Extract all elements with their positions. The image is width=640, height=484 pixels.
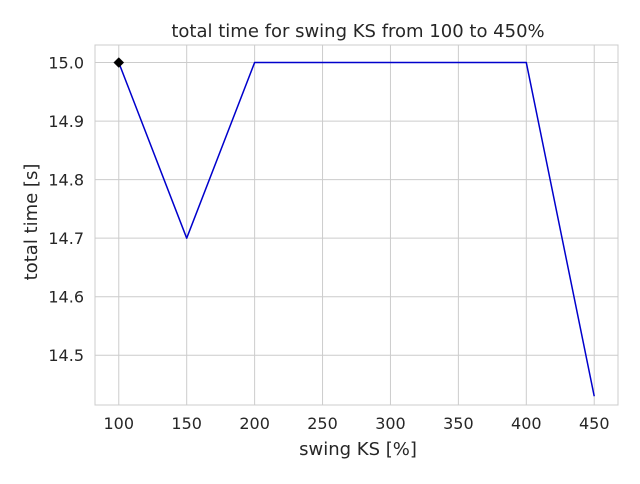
chart-title: total time for swing KS from 100 to 450% bbox=[171, 21, 544, 42]
plot-frame bbox=[94, 44, 619, 406]
y-tick-labels: 14.5 14.6 14.7 14.8 14.9 15.0 bbox=[48, 54, 84, 366]
x-tick-label: 400 bbox=[511, 414, 542, 433]
x-tick-labels: 100 150 200 250 300 350 400 450 bbox=[103, 414, 609, 433]
y-tick-label: 14.7 bbox=[48, 229, 84, 248]
x-tick-label: 200 bbox=[239, 414, 270, 433]
x-tick-label: 250 bbox=[307, 414, 338, 433]
x-tick-label: 150 bbox=[171, 414, 202, 433]
series-line bbox=[118, 61, 595, 397]
x-tick-label: 350 bbox=[443, 414, 474, 433]
highlight-marker bbox=[113, 57, 125, 68]
x-tick-label: 100 bbox=[103, 414, 134, 433]
series-layer bbox=[113, 57, 595, 397]
x-axis-label: swing KS [%] bbox=[299, 439, 417, 460]
x-tick-label: 300 bbox=[375, 414, 406, 433]
y-tick-label: 15.0 bbox=[48, 54, 84, 73]
y-axis-label: total time [s] bbox=[21, 164, 42, 281]
y-tick-label: 14.6 bbox=[48, 288, 84, 307]
x-tick-label: 450 bbox=[579, 414, 610, 433]
y-tick-label: 14.5 bbox=[48, 346, 84, 365]
y-tick-label: 14.8 bbox=[48, 171, 84, 190]
y-tick-label: 14.9 bbox=[48, 112, 84, 131]
